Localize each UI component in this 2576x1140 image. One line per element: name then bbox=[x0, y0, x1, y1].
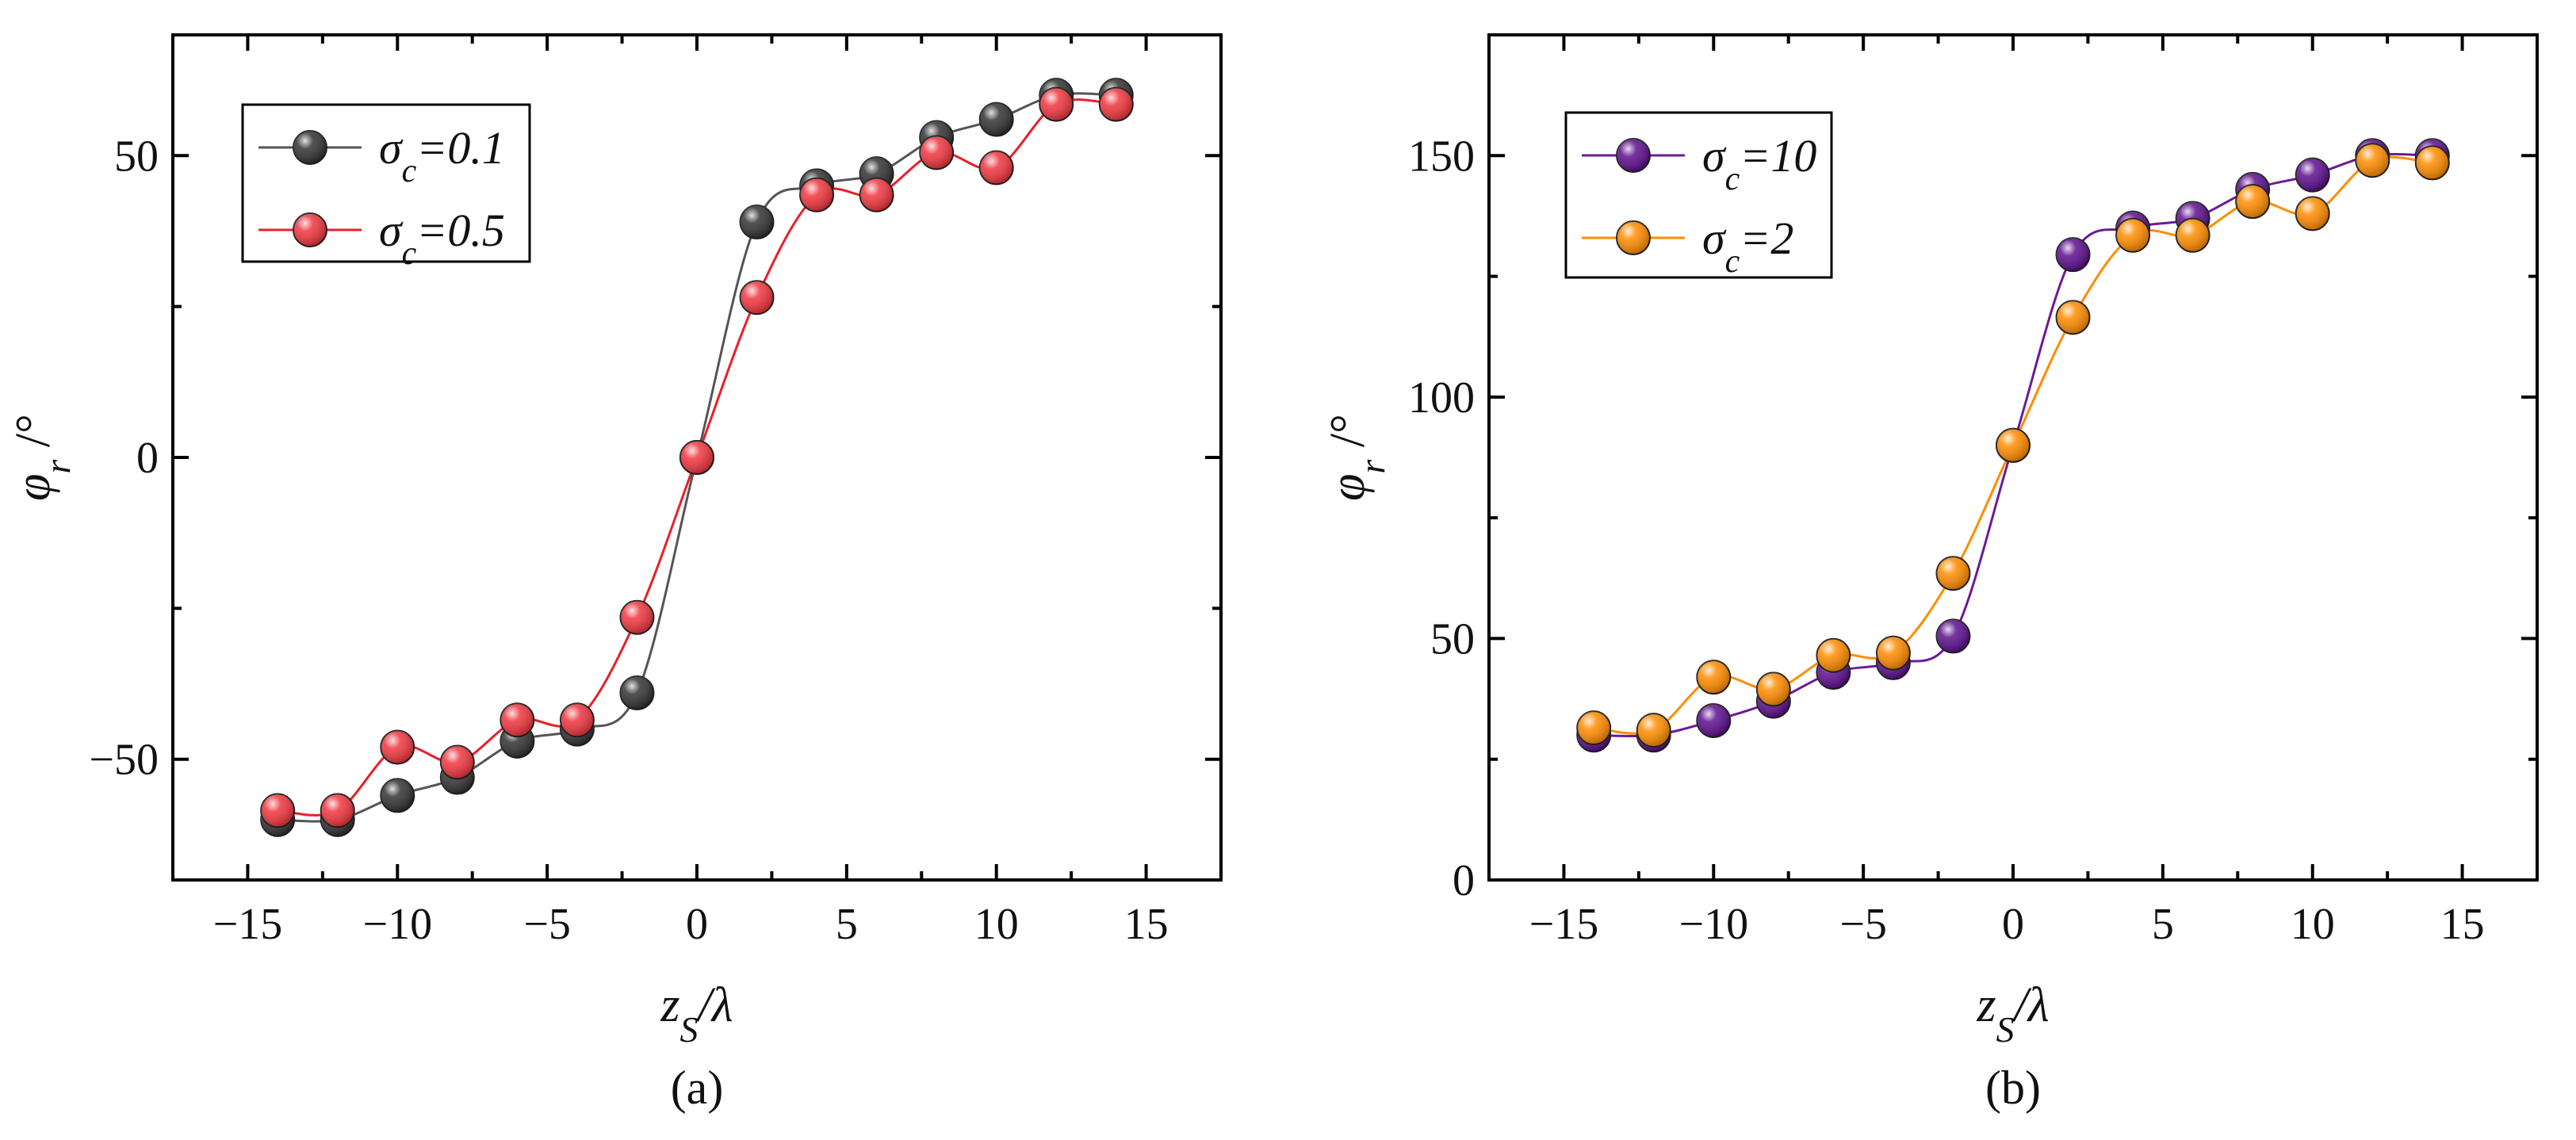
legend-label-2: σc=2 bbox=[1702, 212, 1793, 280]
data-point-series-2 bbox=[500, 702, 535, 738]
data-point-series-1 bbox=[978, 101, 1014, 137]
data-point-series-2 bbox=[1996, 427, 2031, 463]
data-point-series-2 bbox=[2175, 217, 2210, 253]
y-axis-label: φr /° bbox=[1321, 414, 1392, 501]
data-point-series-1 bbox=[739, 205, 775, 240]
y-tick-label: 150 bbox=[1408, 132, 1475, 181]
data-point-series-2 bbox=[439, 744, 475, 780]
x-tick-label: 0 bbox=[686, 900, 708, 949]
data-point-series-2 bbox=[1875, 635, 1911, 671]
x-tick-label: 15 bbox=[2440, 900, 2485, 949]
x-tick-label: −5 bbox=[523, 900, 571, 949]
data-point-series-2 bbox=[619, 599, 655, 635]
data-point-series-2 bbox=[859, 177, 894, 212]
y-axis-label: φr /° bbox=[6, 414, 78, 501]
x-tick-label: −10 bbox=[1678, 900, 1748, 949]
x-tick-label: 15 bbox=[1124, 900, 1169, 949]
legend-marker-1 bbox=[1616, 138, 1651, 173]
x-tick-label: 0 bbox=[2002, 900, 2024, 949]
data-point-series-2 bbox=[2055, 300, 2091, 335]
data-point-series-2 bbox=[559, 702, 595, 738]
data-point-series-2 bbox=[1816, 637, 1851, 673]
data-point-series-2 bbox=[2295, 196, 2330, 231]
y-tick-label: 50 bbox=[114, 132, 159, 181]
legend-box bbox=[1564, 111, 1833, 279]
legend-box bbox=[241, 103, 531, 263]
data-point-series-2 bbox=[2355, 143, 2390, 178]
x-tick-label: 10 bbox=[974, 900, 1019, 949]
x-tick-label: −5 bbox=[1839, 900, 1887, 949]
data-point-series-2 bbox=[1098, 86, 1134, 122]
y-tick-label: 100 bbox=[1408, 373, 1475, 423]
data-point-series-1 bbox=[2055, 237, 2091, 273]
y-tick-label: 0 bbox=[1453, 856, 1475, 905]
y-tick-label: −50 bbox=[89, 736, 159, 785]
data-point-series-2 bbox=[1935, 556, 1971, 591]
data-point-series-2 bbox=[799, 177, 835, 212]
y-tick-label: 0 bbox=[136, 434, 159, 483]
data-point-series-1 bbox=[1696, 702, 1732, 738]
data-point-series-2 bbox=[2115, 217, 2151, 253]
x-tick-label: −10 bbox=[362, 900, 432, 949]
data-point-series-2 bbox=[2414, 145, 2450, 181]
x-axis-label: zS/λ bbox=[660, 978, 733, 1050]
data-point-series-1 bbox=[1935, 618, 1971, 654]
data-point-series-2 bbox=[1636, 713, 1671, 748]
legend-label-1: σc=0.1 bbox=[379, 122, 505, 189]
legend-label-1: σc=10 bbox=[1702, 130, 1816, 197]
data-point-series-2 bbox=[1696, 660, 1732, 695]
data-point-series-2 bbox=[2235, 184, 2271, 220]
legend-marker-1 bbox=[293, 130, 327, 165]
data-point-series-2 bbox=[320, 793, 355, 828]
panel-label: (a) bbox=[671, 1062, 724, 1114]
y-tick-label: 50 bbox=[1430, 614, 1475, 664]
x-tick-label: −15 bbox=[1529, 900, 1599, 949]
legend: σc=0.1 σc=0.5 bbox=[241, 103, 531, 272]
x-tick-label: −15 bbox=[213, 900, 283, 949]
x-tick-label: 5 bbox=[2152, 900, 2174, 949]
x-tick-label: 10 bbox=[2291, 900, 2335, 949]
legend-marker-2 bbox=[1616, 220, 1651, 255]
data-point-series-2 bbox=[739, 280, 775, 316]
data-point-series-2 bbox=[380, 729, 415, 765]
data-point-series-2 bbox=[1576, 710, 1612, 746]
x-tick-label: 5 bbox=[836, 900, 858, 949]
data-point-series-1 bbox=[619, 675, 655, 710]
legend-marker-2 bbox=[293, 212, 327, 247]
data-point-series-2 bbox=[260, 793, 296, 828]
data-point-series-2 bbox=[919, 135, 955, 170]
legend: σc=10 σc=2 bbox=[1564, 111, 1833, 280]
data-point-series-2 bbox=[978, 150, 1014, 186]
data-point-series-2 bbox=[679, 440, 714, 475]
x-axis-label: zS/λ bbox=[1976, 978, 2049, 1050]
panel-label: (b) bbox=[1985, 1062, 2041, 1114]
data-point-series-2 bbox=[1039, 86, 1074, 122]
data-point-series-1 bbox=[380, 778, 415, 813]
data-point-series-1 bbox=[2295, 157, 2330, 193]
legend-label-2: σc=0.5 bbox=[379, 205, 505, 272]
data-point-series-2 bbox=[1755, 671, 1791, 707]
